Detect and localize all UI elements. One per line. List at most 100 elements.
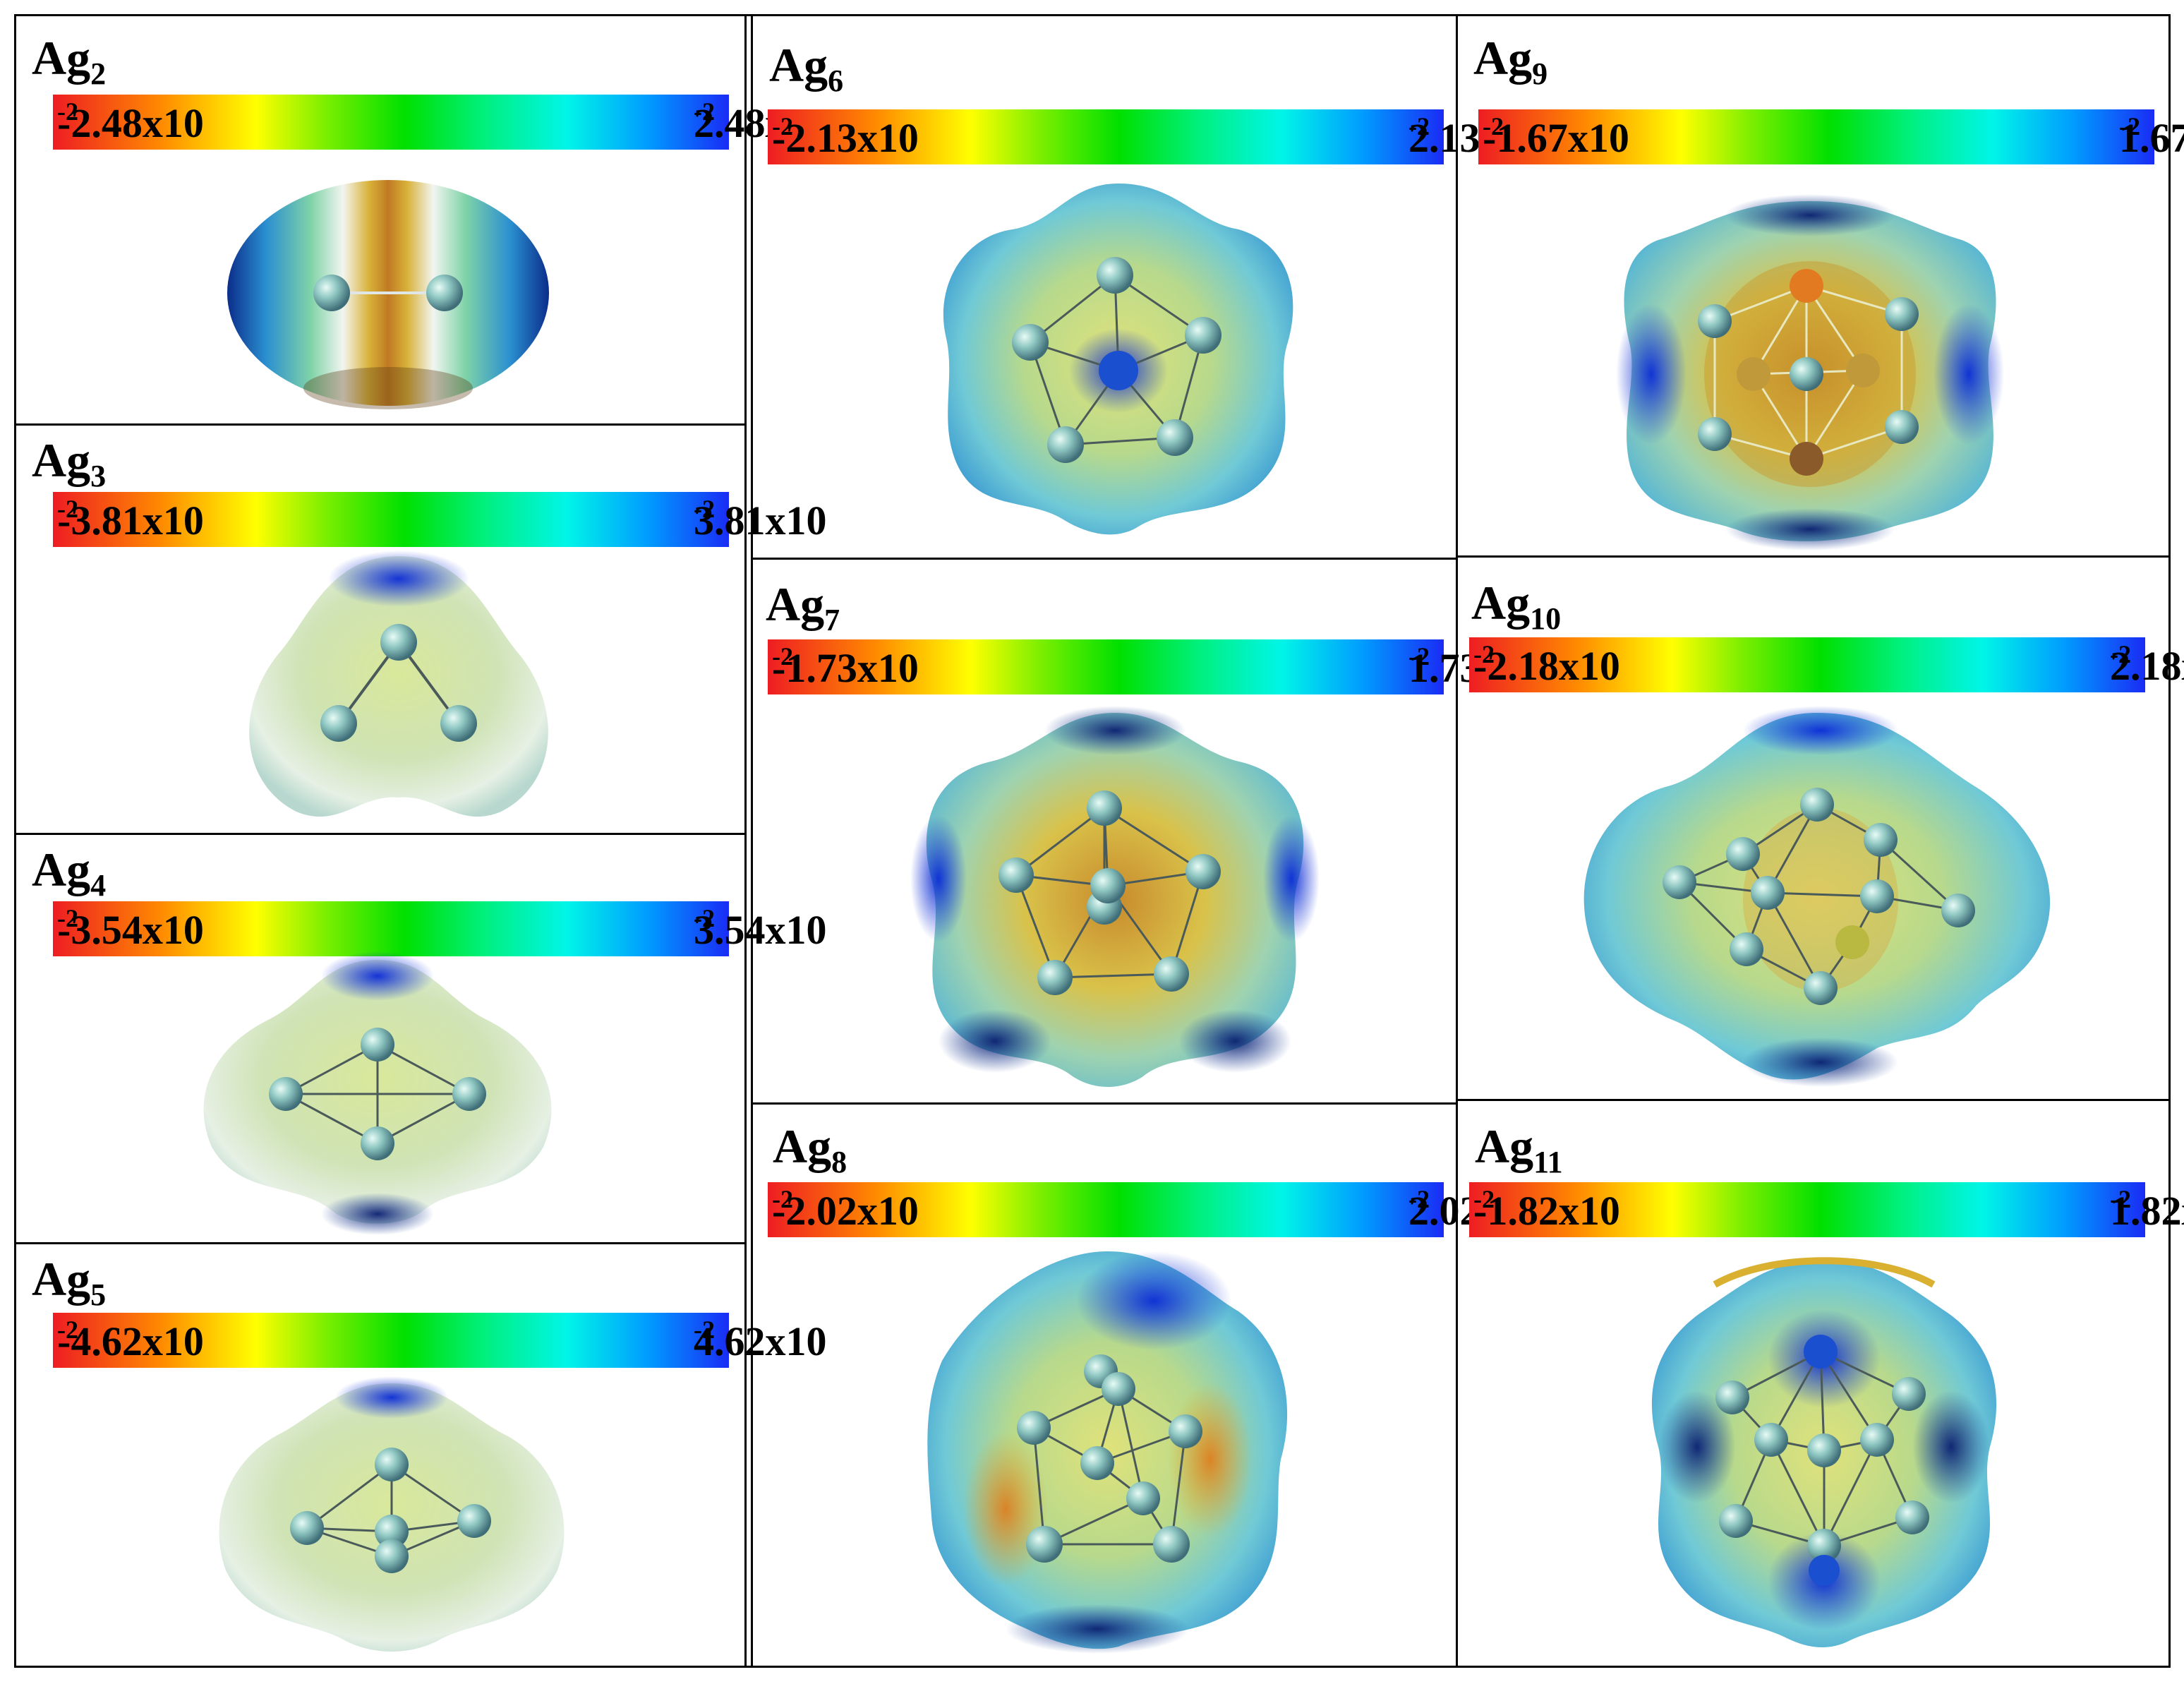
row-divider-col1-a <box>14 423 747 426</box>
atom <box>1153 1526 1190 1563</box>
atom <box>1807 1433 1841 1467</box>
column-divider-1a <box>744 14 747 1668</box>
color-scale-bar-ag4: -3.54x10 -2 3.54x10 -2 <box>53 901 827 956</box>
table-border-bottom <box>14 1666 2171 1668</box>
atom <box>269 1077 303 1111</box>
atom <box>361 1028 394 1061</box>
atom <box>1730 932 1763 966</box>
atom <box>320 705 357 742</box>
scale-min-ag5: -4.62x10 -2 <box>57 1316 204 1364</box>
color-scale-bar-ag11: -1.82x10-2 1.82x10-2 <box>1469 1182 2184 1237</box>
esp-surface-ag2 <box>227 180 549 409</box>
atom <box>426 275 463 311</box>
atom <box>1804 1335 1838 1369</box>
panel-title-ag6: Ag6 <box>769 38 844 98</box>
panel-title-ag9: Ag9 <box>1473 31 1548 91</box>
atom <box>1790 269 1823 303</box>
atom <box>1169 1414 1202 1448</box>
scale-max-ag11: 1.82x10-2 <box>2110 1185 2184 1234</box>
scale-min-ag3: -3.81x10 -2 <box>57 495 204 543</box>
atom <box>1790 442 1823 476</box>
atom <box>1154 956 1189 992</box>
atom <box>1864 823 1898 857</box>
atom <box>375 1539 409 1573</box>
atom <box>1185 317 1221 354</box>
row-divider-col1-c <box>14 1242 747 1244</box>
atom <box>361 1126 394 1160</box>
atom <box>457 1504 491 1538</box>
atom <box>1719 1504 1753 1538</box>
atom <box>1026 1526 1063 1563</box>
color-scale-bar-ag3: -3.81x10 -2 3.81x10 -2 <box>53 492 827 547</box>
panel-title-ag10: Ag10 <box>1471 576 1562 636</box>
scale-min-ag10: -2.18x10 -2 <box>1473 640 1620 689</box>
atom <box>1663 865 1696 899</box>
scale-max-ag5: 4.62x10 -2 <box>694 1316 827 1364</box>
atom <box>1080 1446 1114 1480</box>
atom <box>1860 879 1894 913</box>
row-divider-col2-a <box>751 558 1458 560</box>
atom <box>1126 1481 1160 1515</box>
atom <box>1102 1372 1135 1406</box>
table-border-right <box>2168 14 2171 1668</box>
scale-max-ag7: 1.73x10-2 <box>1408 642 1542 689</box>
esp-surface-ag8 <box>927 1251 1288 1654</box>
esp-surface-ag9 <box>1616 194 2004 551</box>
scale-min-ag2: -2.48x10 -2 <box>57 97 204 146</box>
atom <box>313 275 350 311</box>
atom <box>1809 1555 1840 1586</box>
scale-min-ag7: -1.73x10 -2 <box>772 642 919 691</box>
atom <box>1751 876 1785 910</box>
color-scale-bar-ag2: -2.48x10 -2 2.48x10 -2 <box>53 95 827 150</box>
atom <box>1047 426 1084 463</box>
atom <box>1800 788 1834 822</box>
atom <box>1090 868 1126 903</box>
atom <box>1097 257 1133 294</box>
atom <box>1698 304 1732 338</box>
atom <box>1885 297 1919 331</box>
atom <box>1715 1381 1749 1414</box>
color-scale-bar-ag6: -2.13x10 -2 2.13x10 -2 <box>768 109 1542 164</box>
atom <box>1157 419 1193 456</box>
esp-surface-ag5 <box>219 1376 565 1652</box>
atom <box>452 1077 486 1111</box>
esp-surface-ag4 <box>203 951 552 1235</box>
atom <box>1892 1377 1926 1411</box>
esp-surface-ag11 <box>1651 1257 1997 1648</box>
color-scale-bar-ag7: -1.73x10-2 1.73x10-2 <box>768 639 1542 694</box>
scale-min-ag4: -3.54x10 -2 <box>57 904 204 953</box>
scale-min-ag6: -2.13x10 -2 <box>772 112 919 161</box>
panel-title-ag2: Ag2 <box>32 31 107 91</box>
atom <box>1017 1411 1051 1445</box>
scale-min-ag9: -1.67x10 -2 <box>1483 112 1629 161</box>
scale-min-ag8: -2.02x10 -2 <box>772 1185 919 1234</box>
atom <box>1698 417 1732 451</box>
panel-title-ag7: Ag7 <box>766 577 840 637</box>
atom <box>1885 410 1919 444</box>
color-scale-bar-ag10: -2.18x10-2 2.18x10-2 <box>1469 637 2184 692</box>
atom <box>1790 357 1823 391</box>
panel-title-ag11: Ag11 <box>1475 1119 1563 1179</box>
scale-max-ag3: 3.81x10 -2 <box>694 495 827 543</box>
atom <box>1726 837 1760 871</box>
atom <box>999 858 1034 893</box>
atom <box>1807 1529 1841 1563</box>
atom <box>375 1448 409 1481</box>
atom <box>1754 1423 1788 1457</box>
atom <box>290 1511 324 1545</box>
atom <box>1185 854 1221 889</box>
scale-min-ag11: -1.82x10 -2 <box>1473 1185 1620 1234</box>
panel-title-ag8: Ag8 <box>773 1119 847 1179</box>
row-divider-col3-a <box>1456 555 2171 558</box>
row-divider-col3-b <box>1456 1099 2171 1101</box>
scale-max-ag8: 2.02x10-2 <box>1408 1185 1542 1232</box>
scale-max-ag10: 2.18x10-2 <box>2110 640 2184 689</box>
esp-surface-ag7 <box>910 706 1320 1087</box>
scale-max-ag9: 1.67x10-2 <box>2119 112 2184 161</box>
table-border-top <box>14 14 2171 16</box>
row-divider-col1-b <box>14 833 747 835</box>
atom <box>1804 971 1838 1005</box>
panel-title-ag4: Ag4 <box>32 843 107 903</box>
atom <box>1099 351 1138 390</box>
esp-surface-ag10 <box>1583 706 2051 1087</box>
